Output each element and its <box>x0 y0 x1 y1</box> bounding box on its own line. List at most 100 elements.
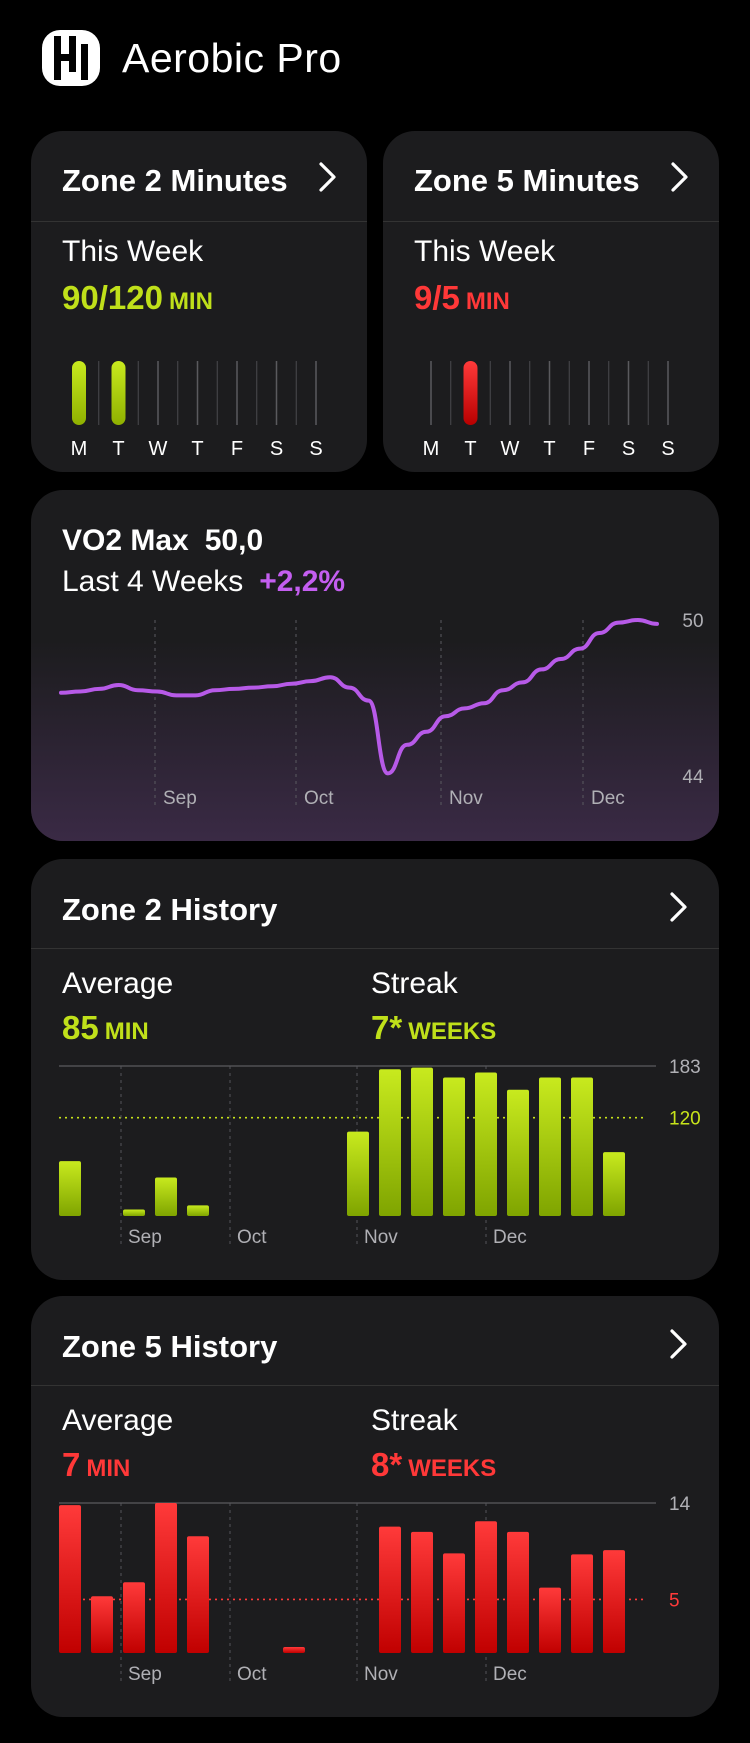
vo2max-trend-line <box>59 618 659 776</box>
zone5-history-card[interactable]: Zone 5 History Average 7 MIN Streak 8* WEE… <box>31 1296 719 1717</box>
period-label: This Week <box>414 235 556 268</box>
x-tick-label: Nov <box>449 788 483 809</box>
x-tick-label: Nov <box>364 1227 398 1248</box>
card-header: Zone 2 Minutes <box>31 131 367 222</box>
day-label: S <box>661 438 674 460</box>
history-bar <box>379 1526 401 1653</box>
card-header: Zone 2 History <box>31 859 719 949</box>
vo2max-period-row: Last 4 Weeks +2,2% <box>62 565 345 599</box>
x-tick-label: Dec <box>493 1227 527 1248</box>
app-header: Aerobic Pro <box>42 28 342 88</box>
history-bar <box>475 1072 497 1216</box>
day-label: W <box>501 438 520 460</box>
average-unit: MIN <box>86 1455 131 1482</box>
y-tick-label: 14 <box>669 1494 691 1515</box>
streak-value: 7* WEEKS <box>371 1009 496 1047</box>
streak-number: 7* <box>371 1009 403 1046</box>
streak-label: Streak <box>371 967 458 1000</box>
history-bar <box>475 1521 497 1653</box>
vo2max-card[interactable]: VO2 Max 50,0 Last 4 Weeks +2,2% Sep Oct Nov D… <box>31 490 719 841</box>
zone2-minutes-card[interactable]: Zone 2 Minutes This Week 90/120 MIN M T W T F… <box>31 131 367 472</box>
history-bar <box>59 1161 81 1216</box>
history-bar <box>411 1067 433 1216</box>
day-progress-bar <box>72 361 86 425</box>
vo2max-value: 50,0 <box>204 524 264 557</box>
day-label: T <box>191 438 203 460</box>
zone5-minutes-card[interactable]: Zone 5 Minutes This Week 9/5 MIN M T W T F S S <box>383 131 719 472</box>
chevron-right-icon[interactable] <box>667 1326 691 1362</box>
history-bar <box>123 1582 145 1653</box>
average-label: Average <box>62 1404 174 1437</box>
zone2-history-card[interactable]: Zone 2 History Average 85 MIN Streak 7* WE… <box>31 859 719 1280</box>
average-label: Average <box>62 967 174 1000</box>
history-bar <box>507 1531 529 1653</box>
chevron-right-icon[interactable] <box>668 159 692 195</box>
day-label: T <box>464 438 476 460</box>
day-label: F <box>231 438 243 460</box>
history-bar <box>411 1531 433 1653</box>
vo2max-label: VO2 Max <box>62 524 189 557</box>
average-unit: MIN <box>104 1018 149 1045</box>
history-bar <box>507 1089 529 1216</box>
history-bar <box>379 1069 401 1216</box>
history-bar <box>571 1077 593 1216</box>
history-bar <box>443 1077 465 1216</box>
x-tick-label: Sep <box>128 1664 162 1685</box>
day-progress-bar <box>111 361 126 425</box>
zone5-history-bar-chart: 14 5 Sep Oct Nov Dec <box>59 1494 691 1685</box>
history-bar <box>91 1596 113 1653</box>
period-label: This Week <box>62 235 204 268</box>
vo2max-line-chart: Sep Oct Nov Dec 50 44 <box>31 611 719 841</box>
average-number: 85 <box>62 1009 99 1046</box>
x-tick-label: Oct <box>304 788 334 809</box>
day-label: T <box>543 438 555 460</box>
x-tick-label: Oct <box>237 1227 267 1248</box>
minutes-value: 9/5 MIN <box>414 279 510 317</box>
chevron-right-icon[interactable] <box>667 889 691 925</box>
minutes-unit: MIN <box>168 288 213 315</box>
day-label: S <box>270 438 283 460</box>
y-tick-label: 5 <box>669 1590 680 1611</box>
vo2max-title-row: VO2 Max 50,0 <box>62 524 263 558</box>
minutes-unit: MIN <box>465 288 510 315</box>
history-bar <box>443 1553 465 1653</box>
y-tick-label: 44 <box>682 767 704 788</box>
day-label: F <box>583 438 595 460</box>
minutes-number: 90/120 <box>62 279 163 316</box>
card-title: Zone 5 Minutes <box>414 163 640 198</box>
history-bar <box>603 1152 625 1216</box>
minutes-number: 9/5 <box>414 279 460 316</box>
day-label: S <box>622 438 635 460</box>
history-bar <box>539 1587 561 1653</box>
card-title: Zone 2 Minutes <box>62 163 288 198</box>
average-value: 85 MIN <box>62 1009 149 1047</box>
period-label: Last 4 Weeks <box>62 565 244 598</box>
zone2-history-bar-chart: 183 120 Sep Oct Nov Dec <box>59 1057 701 1248</box>
streak-number: 8* <box>371 1446 403 1483</box>
chart-background <box>31 640 719 841</box>
card-title: Zone 2 History <box>62 892 278 927</box>
history-bar <box>155 1177 177 1216</box>
app-title: Aerobic Pro <box>122 34 342 81</box>
history-bar <box>571 1554 593 1653</box>
streak-unit: WEEKS <box>408 1455 497 1482</box>
x-tick-label: Sep <box>128 1227 162 1248</box>
day-label: T <box>112 438 124 460</box>
x-tick-label: Oct <box>237 1664 267 1685</box>
day-label: W <box>149 438 168 460</box>
streak-label: Streak <box>371 1404 458 1437</box>
y-tick-label: 183 <box>669 1057 701 1078</box>
chevron-right-icon[interactable] <box>316 159 340 195</box>
y-tick-label: 50 <box>682 611 703 632</box>
day-label: M <box>71 438 88 460</box>
average-value: 7 MIN <box>62 1446 130 1484</box>
history-bar <box>123 1209 145 1216</box>
history-bar <box>155 1503 177 1653</box>
day-label: S <box>309 438 322 460</box>
history-bar <box>603 1550 625 1653</box>
streak-unit: WEEKS <box>408 1018 497 1045</box>
vo2max-change: +2,2% <box>259 565 346 598</box>
day-label: M <box>423 438 440 460</box>
